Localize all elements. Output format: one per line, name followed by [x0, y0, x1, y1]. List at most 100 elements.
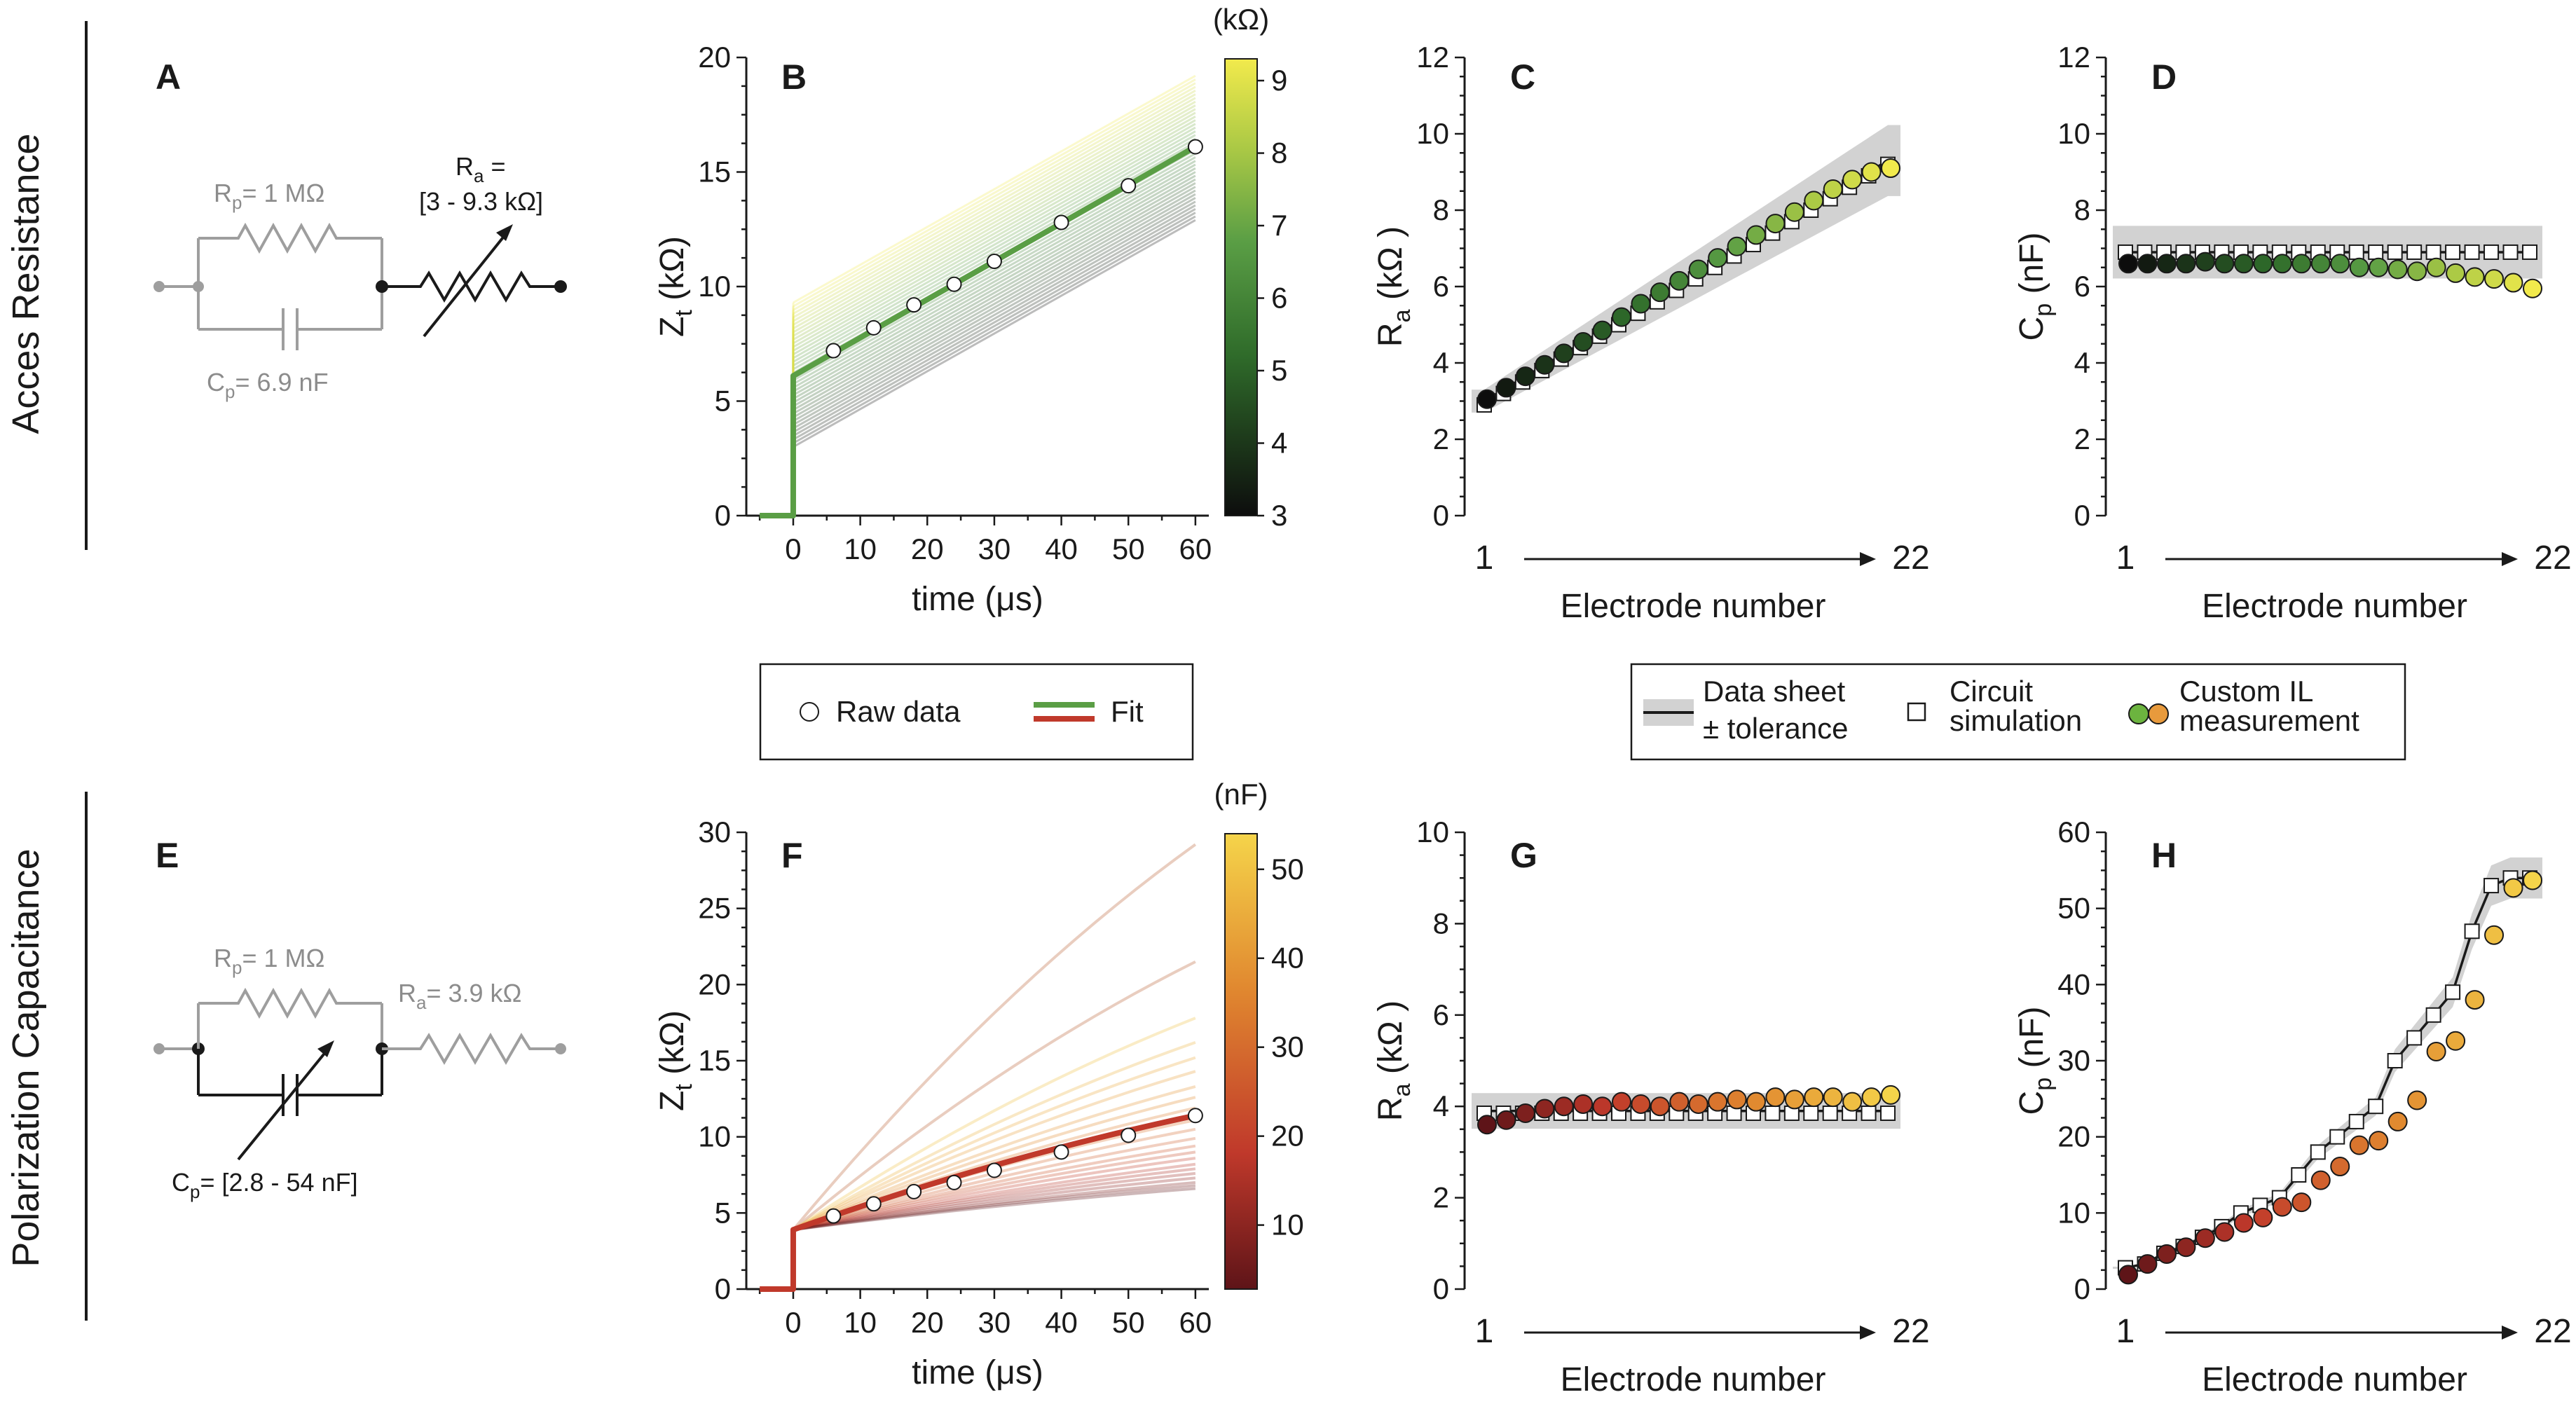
family-curve — [793, 1187, 1196, 1232]
legend-simulation-line1: Circuit — [1950, 675, 2033, 708]
y-tick-label: 8 — [1433, 193, 1449, 226]
family-curve — [793, 197, 1196, 426]
measurement-point — [1669, 270, 1690, 291]
measurement-point — [1881, 158, 1900, 179]
measurement-point — [1746, 1092, 1766, 1112]
family-curve — [793, 89, 1196, 319]
value-cp-a: = 6.9 nF — [235, 368, 328, 397]
measurement-point — [1708, 1092, 1728, 1112]
measurement-point — [1784, 1089, 1804, 1110]
raw-data-point — [1121, 1127, 1137, 1143]
simulation-point — [2445, 244, 2461, 260]
x-tick-label: 30 — [978, 1306, 1011, 1339]
measurement-point — [2349, 257, 2369, 277]
simulation-point — [1765, 1105, 1781, 1121]
measurement-point — [2156, 1244, 2177, 1265]
family-curve — [793, 174, 1196, 404]
measurement-point — [1784, 202, 1804, 222]
x-tick-label: 40 — [1045, 532, 1078, 565]
y-tick-label: 15 — [698, 156, 731, 188]
resistor-ra-icon — [382, 1033, 561, 1065]
family-curve — [793, 108, 1196, 337]
colorbar-tick-label: 8 — [1271, 137, 1287, 170]
colorbar-tick-label: 4 — [1271, 427, 1287, 460]
measurement-point — [2484, 925, 2505, 945]
measurement-point — [2369, 257, 2389, 277]
y-axis-label-sub: a — [1389, 309, 1416, 322]
raw-data-point — [825, 1208, 842, 1224]
family-curve — [793, 178, 1196, 408]
x-start-label: 1 — [1475, 539, 1494, 577]
measurement-point — [1650, 282, 1670, 303]
panel-letter-a: A — [156, 57, 181, 97]
label-rp-a-sub: p — [232, 192, 242, 213]
measurement-point — [1477, 389, 1497, 409]
raw-data-point — [865, 1196, 882, 1212]
family-curve — [793, 1162, 1196, 1232]
x-start-label: 1 — [2116, 539, 2135, 577]
legend-simulation-line2: simulation — [1950, 704, 2082, 737]
x-axis-label: time (μs) — [912, 581, 1043, 618]
y-tick-label: 20 — [2057, 1120, 2090, 1153]
legend-raw-label: Raw data — [836, 695, 961, 728]
simulation-point — [2387, 244, 2403, 260]
simulation-point — [1861, 1105, 1877, 1121]
measurement-point — [1612, 307, 1631, 327]
label-cp-a-sub: p — [225, 381, 235, 402]
raw-data-point — [906, 1183, 922, 1199]
simulation-point — [2310, 1144, 2326, 1160]
resistor-rp-icon — [198, 222, 382, 254]
measurement-point — [2369, 1131, 2389, 1151]
svg-text:Ra= 3.9 kΩ: Ra= 3.9 kΩ — [398, 979, 521, 1013]
measurement-point — [2253, 1207, 2273, 1227]
x-tick-label: 0 — [785, 1306, 801, 1339]
simulation-point — [2329, 1129, 2345, 1145]
simulation-point — [2425, 244, 2441, 260]
measurement-point — [2503, 878, 2523, 898]
family-curve — [793, 163, 1196, 392]
colorbar — [1224, 58, 1258, 516]
x-axis-arrowhead — [2502, 552, 2518, 566]
value-cp-e: = [2.8 - 54 nF] — [200, 1168, 357, 1197]
label-cp-e-sub: p — [190, 1181, 200, 1202]
simulation-point — [2464, 244, 2480, 260]
simulation-point — [2522, 244, 2537, 260]
simulation-point — [2445, 984, 2461, 1000]
y-axis-label-main: Z — [654, 317, 691, 337]
panel-letter: G — [1510, 836, 1537, 875]
family-curve — [793, 137, 1196, 366]
simulation-point — [2348, 1113, 2364, 1129]
raw-data-point — [865, 319, 882, 336]
raw-data-point — [1053, 214, 1069, 230]
chart-panel-f: 0 5 10 15 20 25 30 Zt (kΩ) 0 10 20 30 40 50 60 time (μs… — [654, 778, 1304, 1391]
family-curve — [792, 960, 1196, 1231]
legend-measurement-marker-green — [2128, 703, 2149, 724]
legend-fit-label: Fit — [1111, 695, 1144, 728]
measurement-point — [2233, 254, 2254, 274]
resistor-rp-icon — [198, 987, 382, 1019]
family-curve — [793, 78, 1196, 308]
y-axis-label-sub: p — [2030, 303, 2057, 317]
y-tick-label: 0 — [2074, 499, 2090, 532]
raw-data-point — [946, 276, 962, 292]
y-axis-label: Cp (nF) — [2013, 233, 2057, 341]
measurement-point — [2426, 1041, 2446, 1061]
y-tick-label: 0 — [715, 1272, 731, 1305]
measurement-point — [2310, 1170, 2331, 1190]
legend-raw-marker — [800, 702, 819, 722]
measurement-point — [2407, 261, 2427, 282]
y-tick-label: 4 — [1433, 1089, 1449, 1122]
y-tick-label: 40 — [2057, 968, 2090, 1000]
y-axis-label-main: R — [1372, 322, 1409, 347]
y-tick-label: 6 — [1433, 998, 1449, 1031]
legend-datasheet-line1: Data sheet — [1703, 675, 1845, 708]
colorbar-tick-label: 50 — [1271, 853, 1304, 886]
family-curve — [793, 104, 1196, 333]
measurement-point — [1688, 259, 1708, 280]
family-curve — [792, 1041, 1196, 1231]
x-start-label: 1 — [2116, 1313, 2135, 1350]
colorbar-tick-label: 9 — [1271, 64, 1287, 97]
chart-panel-d: 0 2 4 6 8 10 12 Cp (nF) D 1 22 Electrode number — [2013, 41, 2572, 625]
raw-data-point — [1187, 139, 1203, 155]
measurement-point — [2387, 259, 2408, 280]
